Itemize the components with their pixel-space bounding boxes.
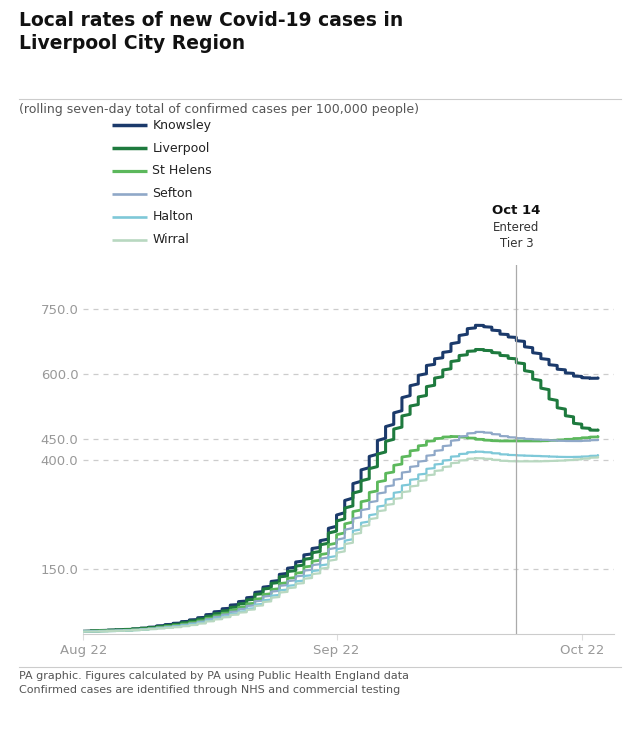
Text: Knowsley: Knowsley [152, 119, 211, 132]
Text: Wirral: Wirral [152, 233, 189, 246]
Text: Sefton: Sefton [152, 187, 193, 200]
Text: Entered
Tier 3: Entered Tier 3 [493, 221, 540, 250]
Text: Liverpool: Liverpool [152, 142, 210, 155]
Text: (rolling seven-day total of confirmed cases per 100,000 people): (rolling seven-day total of confirmed ca… [19, 103, 419, 116]
Text: St Helens: St Helens [152, 164, 212, 178]
Text: PA graphic. Figures calculated by PA using Public Health England data
Confirmed : PA graphic. Figures calculated by PA usi… [19, 671, 409, 695]
Text: Halton: Halton [152, 210, 193, 223]
Text: Local rates of new Covid-19 cases in
Liverpool City Region: Local rates of new Covid-19 cases in Liv… [19, 11, 403, 53]
Text: Oct 14: Oct 14 [492, 203, 541, 217]
